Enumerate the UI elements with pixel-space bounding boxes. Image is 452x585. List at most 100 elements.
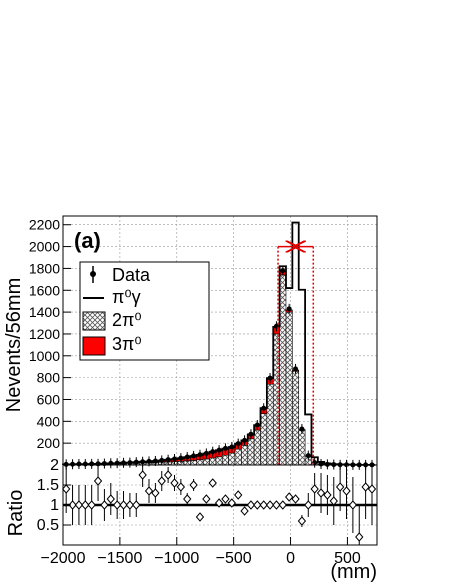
- ratio-point: [355, 532, 364, 542]
- data-point: [210, 449, 216, 455]
- legend-label-3pi0: 3π⁰: [112, 334, 142, 354]
- data-point: [159, 457, 165, 463]
- data-point: [197, 452, 203, 458]
- ratio-point: [265, 500, 275, 510]
- ratio-point: [119, 500, 128, 510]
- ratio-point: [100, 500, 109, 510]
- ratio-point: [310, 484, 319, 494]
- bar-2pi0: [190, 460, 198, 466]
- data-point: [293, 366, 299, 372]
- bar-2pi0: [285, 311, 293, 466]
- ratio-point: [227, 498, 236, 508]
- ratio-point: [81, 500, 90, 510]
- main-y-label: Nevents/56mm: [3, 278, 25, 413]
- bar-2pi0: [209, 457, 217, 466]
- data-point: [305, 453, 311, 459]
- data-point: [171, 456, 177, 462]
- bar-2pi0: [266, 383, 274, 466]
- data-point: [280, 268, 286, 274]
- ratio-point: [316, 488, 326, 498]
- bar-2pi0: [298, 429, 306, 466]
- data-point: [70, 461, 76, 467]
- bar-2pi0: [253, 429, 261, 466]
- x-tick-label: 500: [334, 550, 361, 567]
- x-axis-label: (mm): [330, 561, 377, 583]
- ratio-point: [278, 500, 287, 510]
- main-y-tick-label: 1400: [29, 304, 60, 320]
- ratio-y-tick-label: 2: [50, 457, 59, 474]
- ratio-point: [202, 494, 211, 504]
- ratio-point: [272, 500, 281, 510]
- main-y-tick-label: 1200: [29, 326, 60, 342]
- ratio-y-ticks: 0.5 1 1.5 2: [37, 457, 71, 534]
- x-tick-label: −500: [216, 550, 252, 567]
- data-point: [261, 405, 267, 411]
- main-plot-panel: 200 400 600 800 1000 1200 1400 1600 1800 2000 2200…: [3, 215, 378, 470]
- main-y-tick-label: 400: [37, 413, 61, 429]
- bar-2pi0: [221, 454, 229, 466]
- main-y-tick-label: 1600: [29, 282, 60, 298]
- ratio-y-label: Ratio: [5, 490, 27, 537]
- ratio-point: [361, 482, 370, 492]
- bar-2pi0: [215, 456, 223, 466]
- data-point: [286, 306, 292, 312]
- ratio-y-tick-label: 1: [50, 497, 59, 514]
- data-point: [127, 460, 133, 466]
- ratio-point: [183, 494, 192, 504]
- data-point: [222, 445, 228, 451]
- ratio-points: [62, 465, 377, 545]
- ratio-point: [112, 500, 122, 510]
- x-tick-label: −1000: [154, 550, 199, 567]
- ratio-point: [170, 478, 179, 488]
- ratio-point: [329, 496, 338, 506]
- data-point: [203, 450, 209, 456]
- ratio-point: [259, 500, 268, 510]
- main-y-tick-label: 800: [37, 370, 61, 386]
- ratio-point: [221, 494, 230, 504]
- bar-2pi0: [196, 459, 204, 466]
- ratio-point: [157, 476, 166, 486]
- ratio-point: [253, 500, 262, 510]
- legend-label-pi0gamma: π⁰γ: [112, 287, 141, 307]
- ratio-y-tick-label: 1.5: [37, 477, 59, 494]
- data-point: [299, 426, 305, 432]
- ratio-point: [285, 492, 294, 502]
- ratio-point: [74, 500, 84, 510]
- ratio-point: [240, 506, 249, 516]
- data-point: [140, 459, 146, 465]
- ratio-point: [214, 498, 224, 508]
- ratio-point: [144, 486, 154, 496]
- x-tick-label: −2000: [41, 550, 86, 567]
- ratio-point: [335, 482, 345, 492]
- ratio-y-tick-label: 0.5: [37, 517, 59, 534]
- bar-2pi0: [202, 458, 210, 466]
- data-point: [318, 461, 324, 467]
- legend-box: [79, 261, 210, 361]
- data-point: [229, 444, 235, 450]
- bar-2pi0: [260, 413, 268, 466]
- data-point: [248, 431, 254, 437]
- ratio-point: [246, 500, 256, 510]
- ratio-point: [234, 490, 243, 500]
- legend-item-pi0gamma: π⁰γ: [83, 287, 141, 307]
- ratio-point: [208, 478, 217, 488]
- ratio-point: [176, 482, 186, 492]
- data-point: [242, 437, 248, 443]
- x-ticks: −2000 −1500 −1000 −500 0 500: [41, 537, 361, 567]
- ratio-point: [297, 516, 307, 526]
- ratio-point: [87, 500, 96, 510]
- bar-2pi0: [234, 448, 242, 466]
- main-y-tick-label: 600: [37, 391, 61, 407]
- data-point: [146, 458, 152, 464]
- ratio-point: [62, 484, 71, 494]
- ratio-point: [195, 512, 205, 522]
- data-point: [191, 453, 197, 459]
- bar-2pi0: [247, 438, 255, 466]
- legend-item-3pi0: 3π⁰: [82, 334, 142, 356]
- ratio-point: [132, 500, 141, 510]
- main-y-tick-label: 200: [37, 435, 61, 451]
- main-y-ticks: 200 400 600 800 1000 1200 1400 1600 1800 2000 2200: [29, 217, 71, 451]
- data-point: [165, 457, 171, 463]
- ratio-point: [323, 490, 332, 500]
